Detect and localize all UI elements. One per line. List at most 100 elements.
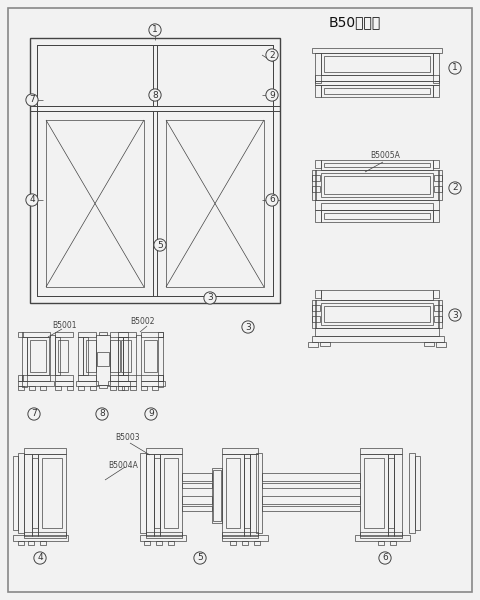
Text: 7: 7 xyxy=(31,409,37,419)
Bar xyxy=(409,453,415,533)
Bar xyxy=(67,386,73,390)
Bar xyxy=(312,170,316,200)
Bar xyxy=(118,332,136,337)
Bar xyxy=(37,45,273,106)
Text: 3: 3 xyxy=(452,311,458,319)
Bar xyxy=(136,335,141,375)
Bar xyxy=(118,375,136,381)
Bar xyxy=(226,458,240,528)
Bar xyxy=(321,303,433,325)
Bar xyxy=(182,496,212,504)
Bar xyxy=(29,386,35,390)
Bar xyxy=(140,453,146,533)
Bar xyxy=(262,483,360,488)
Text: B5005A: B5005A xyxy=(370,151,400,160)
Text: 9: 9 xyxy=(269,91,275,100)
Bar xyxy=(360,448,402,454)
Bar xyxy=(230,541,236,545)
Bar xyxy=(123,337,128,375)
Text: 6: 6 xyxy=(269,196,275,205)
Bar xyxy=(37,111,153,296)
Bar xyxy=(364,458,384,528)
Bar xyxy=(315,300,439,328)
Bar xyxy=(42,458,62,528)
Bar xyxy=(46,120,144,287)
Bar xyxy=(118,337,123,375)
Bar xyxy=(324,213,430,219)
Bar xyxy=(378,541,384,545)
Bar xyxy=(262,473,360,481)
Bar xyxy=(27,337,49,375)
Bar xyxy=(146,454,154,536)
Bar xyxy=(244,458,250,528)
Bar xyxy=(144,541,150,545)
Bar xyxy=(86,340,96,372)
Bar xyxy=(58,340,68,372)
Bar xyxy=(157,111,273,296)
Bar xyxy=(97,352,109,366)
Bar xyxy=(320,342,330,346)
Bar xyxy=(438,300,442,328)
Bar xyxy=(110,340,120,372)
Bar xyxy=(118,381,136,386)
Bar xyxy=(118,337,123,375)
Bar xyxy=(433,85,439,97)
Bar xyxy=(78,375,96,381)
Bar xyxy=(32,458,38,528)
Bar xyxy=(390,541,396,545)
Bar xyxy=(324,88,430,94)
Bar xyxy=(22,337,27,387)
Bar xyxy=(18,453,24,533)
Bar xyxy=(321,53,433,75)
Bar xyxy=(50,335,55,375)
Bar xyxy=(360,454,388,536)
Bar xyxy=(355,535,410,541)
Bar xyxy=(18,381,54,386)
Bar xyxy=(315,200,439,210)
Bar xyxy=(244,454,250,536)
Bar xyxy=(24,454,32,536)
Bar xyxy=(262,506,360,511)
Bar xyxy=(312,336,444,342)
Bar xyxy=(315,328,439,336)
Bar xyxy=(164,458,178,528)
Text: 7: 7 xyxy=(29,95,35,104)
Bar xyxy=(152,386,158,390)
Bar xyxy=(37,45,273,296)
Bar xyxy=(154,454,160,536)
Bar xyxy=(160,454,182,536)
Bar xyxy=(141,381,165,386)
Text: B5002: B5002 xyxy=(130,317,155,326)
Text: 9: 9 xyxy=(148,409,154,419)
Bar xyxy=(222,532,258,538)
Bar xyxy=(388,454,394,536)
Bar xyxy=(158,375,163,381)
Bar xyxy=(312,300,316,328)
Bar xyxy=(312,186,320,192)
Bar xyxy=(108,381,130,386)
Text: 2: 2 xyxy=(452,184,458,193)
Bar xyxy=(433,160,439,168)
Text: B50装配图: B50装配图 xyxy=(329,15,381,29)
Bar xyxy=(262,496,360,504)
Bar xyxy=(256,453,262,533)
Text: 8: 8 xyxy=(152,91,158,100)
Bar xyxy=(254,541,260,545)
Bar xyxy=(141,386,147,390)
Bar xyxy=(122,386,128,390)
Bar xyxy=(324,163,430,167)
Bar xyxy=(154,458,160,528)
Bar xyxy=(90,386,96,390)
Bar xyxy=(324,56,430,72)
Bar xyxy=(321,290,433,300)
Bar xyxy=(222,454,244,536)
Bar xyxy=(55,332,73,337)
Bar xyxy=(321,85,433,97)
Bar xyxy=(433,53,439,83)
Text: 5: 5 xyxy=(157,241,163,250)
Text: 1: 1 xyxy=(452,64,458,73)
Bar xyxy=(321,203,433,210)
Bar xyxy=(315,85,321,97)
Bar xyxy=(315,81,439,85)
Text: 6: 6 xyxy=(382,553,388,563)
